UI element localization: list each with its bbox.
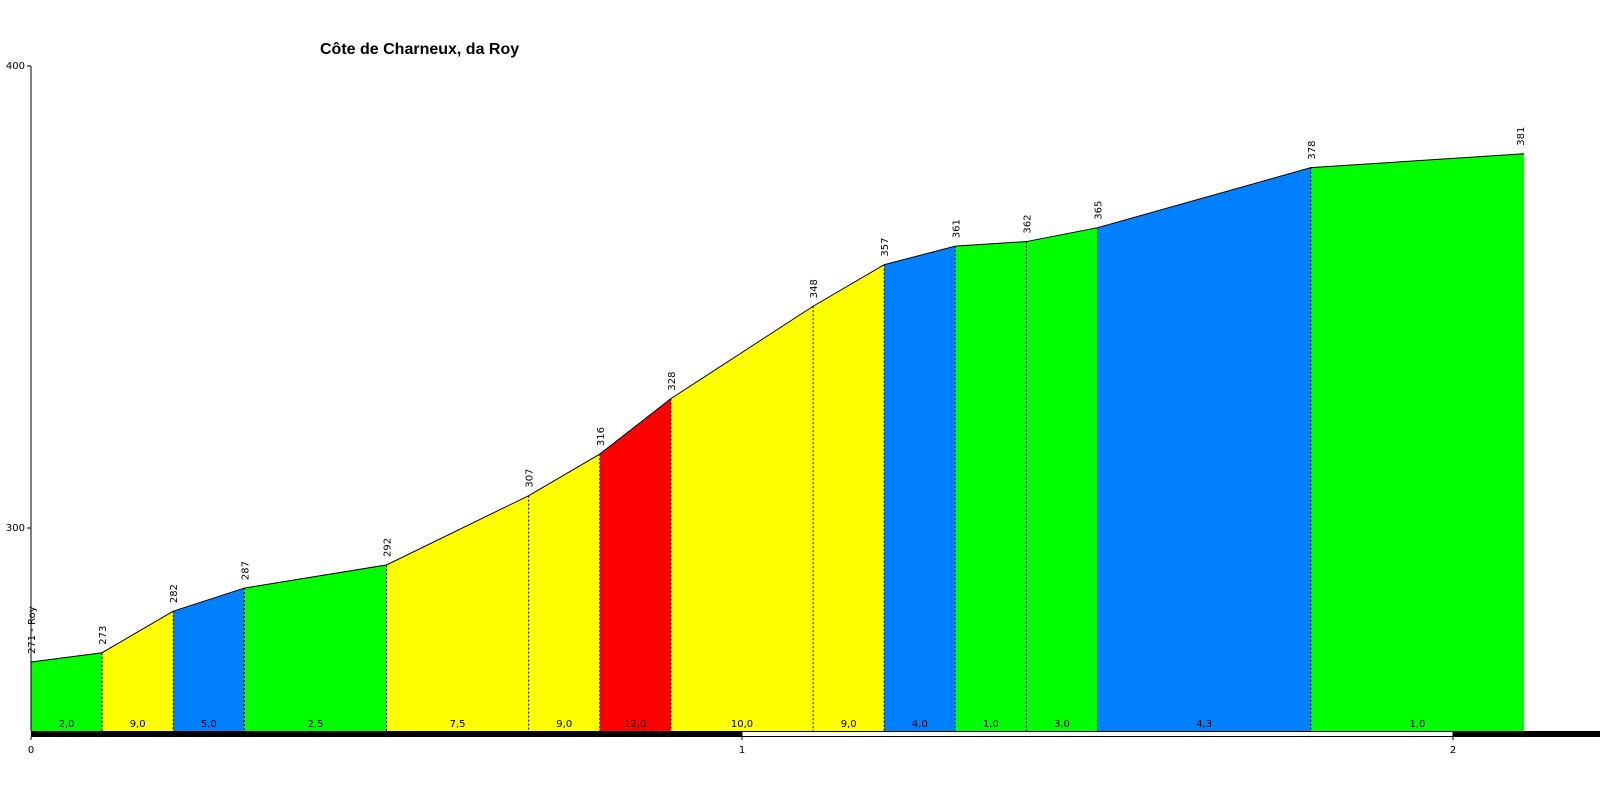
elevation-label: 362 — [1022, 214, 1033, 233]
y-tick-label: 400 — [6, 61, 25, 72]
profile-outline — [30, 153, 1525, 663]
elevation-label: 307 — [525, 469, 536, 488]
gradient-label: 9,0 — [130, 719, 146, 730]
gradient-label: 2,5 — [307, 719, 323, 730]
gradient-label: 9,0 — [556, 719, 572, 730]
y-tick-label: 300 — [6, 523, 25, 534]
elevation-label: 361 — [951, 219, 962, 238]
segment-area — [386, 495, 529, 731]
gradient-label: 12,0 — [624, 719, 646, 730]
x-tick-label: 0 — [28, 745, 34, 756]
gradient-labels: 2,0 9,0 5,0 2,5 7,5 9,0 12,0 10,0 9,0 4,0 1,0 3,0 4,… — [59, 719, 1426, 730]
elevation-label: 348 — [809, 279, 820, 298]
start-label: 271 - Roy — [27, 606, 38, 654]
gradient-label: 1,0 — [1409, 719, 1425, 730]
segment-area — [670, 306, 814, 731]
segment-area — [31, 652, 103, 731]
elevation-label: 287 — [240, 561, 251, 580]
segment-area — [173, 588, 245, 731]
segment-area — [102, 611, 174, 731]
segment-area — [528, 454, 600, 731]
elevation-label: 328 — [667, 372, 678, 391]
profile-line — [30, 153, 1525, 663]
elevation-label: 292 — [383, 538, 394, 557]
segment-area — [599, 398, 671, 731]
segment-area — [884, 246, 956, 731]
gradient-label: 3,0 — [1054, 719, 1070, 730]
elevation-label: 378 — [1307, 141, 1318, 160]
segment-dividers — [101, 167, 1312, 731]
gradient-label: 7,5 — [450, 719, 466, 730]
chart-title: Côte de Charneux, da Roy — [320, 41, 519, 58]
x-tick-label: 2 — [1450, 745, 1456, 756]
gradient-label: 2,0 — [59, 719, 75, 730]
x-axis-bar-white — [742, 732, 1453, 736]
gradient-label: 5,0 — [201, 719, 217, 730]
segment-area — [1097, 167, 1311, 731]
segment-area — [955, 241, 1027, 731]
x-tick-label: 1 — [739, 745, 745, 756]
segment-area — [1026, 227, 1098, 731]
segment-area — [1310, 153, 1525, 731]
axes: 300 400 0 1 2 — [6, 61, 1600, 756]
segment-area — [244, 564, 387, 731]
elevation-label: 273 — [98, 626, 109, 645]
gradient-label: 4,3 — [1196, 719, 1212, 730]
elevation-label: 282 — [169, 584, 180, 603]
elevation-label: 316 — [596, 427, 607, 446]
profile-areas — [31, 153, 1525, 731]
elevation-labels: 271 - Roy 273 282 287 292 307 316 328 348 357 361 3… — [27, 127, 1527, 654]
gradient-label: 4,0 — [912, 719, 928, 730]
gradient-label: 1,0 — [983, 719, 999, 730]
gradient-label: 9,0 — [841, 719, 857, 730]
elevation-label: 357 — [880, 238, 891, 257]
elevation-label: 381 — [1516, 127, 1527, 146]
segment-area — [813, 264, 885, 731]
elevation-label: 365 — [1094, 201, 1105, 220]
gradient-label: 10,0 — [731, 719, 753, 730]
